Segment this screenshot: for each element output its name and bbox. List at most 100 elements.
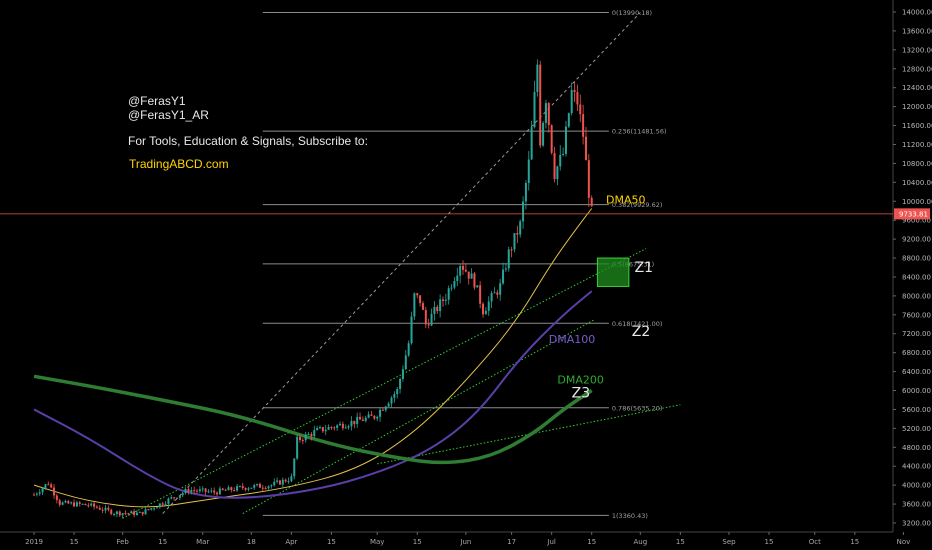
candle (319, 425, 321, 430)
candle (141, 511, 144, 516)
candle (393, 391, 396, 403)
candle (178, 495, 181, 500)
candle (53, 484, 56, 499)
candle (373, 415, 376, 421)
x-tick-label: 15 (850, 538, 859, 546)
y-tick-label: 13600.00 (902, 27, 932, 35)
y-tick-label: 7600.00 (902, 311, 931, 319)
candle (356, 412, 359, 428)
candle (173, 496, 176, 501)
x-tick-label: Mar (196, 538, 209, 546)
candle (304, 431, 307, 443)
dma100-line (33, 290, 593, 499)
candle (44, 483, 47, 490)
candle (333, 426, 336, 431)
x-tick-label: Jun (459, 538, 471, 546)
candle (50, 482, 53, 489)
y-tick-label: 3600.00 (902, 501, 931, 509)
candle (524, 180, 527, 210)
candle (164, 501, 167, 507)
y-axis[interactable]: 3200.00 3600.00 4000.00 4400.00 4800.00 5200.… (892, 0, 932, 550)
candle (410, 311, 413, 345)
candle (344, 424, 347, 429)
candle (236, 483, 239, 492)
candle (176, 497, 178, 499)
candle (130, 510, 133, 514)
support-trendline (122, 248, 647, 519)
candle (359, 412, 362, 420)
y-tick-label: 6000.00 (902, 387, 931, 395)
candle (553, 147, 556, 183)
annotation-z1: Z1 (635, 260, 654, 276)
x-tick-label: Oct (809, 538, 821, 546)
candle (441, 296, 444, 307)
candle (439, 294, 442, 318)
candle (270, 484, 273, 489)
candle (496, 289, 499, 299)
candle (193, 486, 196, 494)
candle (513, 233, 516, 253)
candle (216, 491, 219, 496)
candle (115, 510, 118, 518)
candle (370, 410, 373, 416)
candle (170, 494, 173, 500)
current-price-label: 9733.81 (899, 210, 928, 218)
candle (55, 493, 58, 504)
y-axis-background (893, 0, 932, 550)
x-tick-label: 15 (327, 538, 336, 546)
candle (321, 426, 324, 433)
x-tick-label: Aug (633, 538, 647, 546)
candle (241, 482, 244, 491)
candle (204, 488, 207, 496)
candle (430, 308, 433, 327)
y-tick-label: 11600.00 (902, 122, 932, 130)
y-tick-label: 6800.00 (902, 349, 931, 357)
y-tick-label: 9600.00 (902, 217, 931, 225)
candle (416, 292, 419, 299)
candle (221, 487, 224, 491)
annotation-z2: Z2 (632, 324, 651, 340)
candle (450, 284, 453, 292)
x-tick-label: 15 (587, 538, 596, 546)
candle (184, 487, 187, 495)
x-tick-label: 15 (765, 538, 774, 546)
candle (144, 506, 147, 515)
candle (261, 484, 264, 492)
candle (196, 488, 199, 494)
candle (201, 486, 204, 493)
candle (510, 246, 513, 258)
candle (93, 502, 96, 510)
candle (399, 377, 402, 394)
candle (90, 502, 93, 507)
support-trendline (242, 319, 595, 514)
candle (564, 120, 567, 157)
candle (38, 489, 41, 496)
y-tick-label: 3200.00 (902, 520, 931, 528)
candle (181, 491, 184, 498)
candle (190, 486, 193, 495)
y-tick-label: 12400.00 (902, 84, 932, 92)
candle (113, 512, 116, 517)
candle (384, 405, 387, 412)
candle (107, 505, 110, 512)
candle (542, 121, 545, 148)
candle (84, 503, 87, 506)
x-tick-label: 15 (158, 538, 167, 546)
x-axis[interactable]: 2019 15 Feb 15 Mar 18 Apr 15 May 15 Jun 17 Jul 15 Aug 1… (0, 531, 910, 546)
candle (364, 415, 367, 423)
current-price-line: 9733.81 (0, 208, 930, 220)
candle (187, 485, 190, 495)
candle (484, 307, 487, 315)
candle (147, 508, 150, 511)
candle (267, 485, 270, 492)
candle (161, 501, 164, 507)
candle (301, 438, 304, 445)
x-tick-label: Sep (722, 538, 736, 546)
candle (367, 411, 370, 419)
website-link[interactable]: TradingABCD.com (129, 157, 229, 171)
y-tick-label: 9200.00 (902, 236, 931, 244)
candle (527, 151, 530, 191)
candle (336, 424, 339, 431)
x-tick-label: Jul (546, 538, 556, 546)
